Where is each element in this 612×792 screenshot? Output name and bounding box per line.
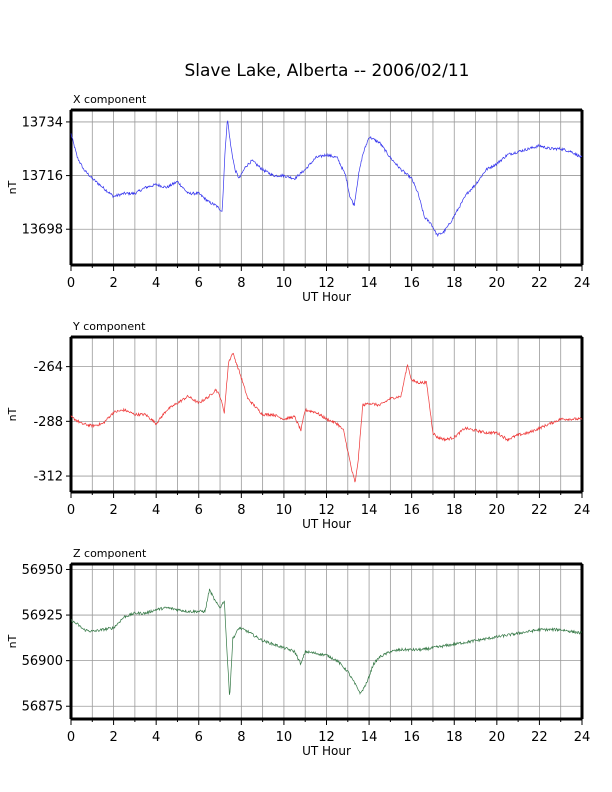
z-component-x-tick-label: 16	[403, 730, 420, 745]
y-component-title: Y component	[72, 320, 146, 333]
y-component-x-tick-label: 20	[489, 503, 506, 518]
z-component-y-axis-label: nT	[6, 634, 19, 648]
z-component-x-tick-label: 20	[489, 730, 506, 745]
z-component-x-tick-label: 18	[446, 730, 463, 745]
y-component-x-tick-label: 4	[152, 503, 160, 518]
x-component-x-tick-label: 4	[152, 276, 160, 291]
y-component-x-tick-label: 14	[361, 503, 378, 518]
z-component-x-tick-label: 4	[152, 730, 160, 745]
y-component-x-tick-label: 10	[276, 503, 293, 518]
z-component-x-tick-label: 8	[237, 730, 245, 745]
y-component-x-tick-label: 12	[318, 503, 335, 518]
x-component-x-tick-label: 22	[531, 276, 548, 291]
z-component-x-tick-label: 0	[67, 730, 75, 745]
y-component-x-tick-label: 16	[403, 503, 420, 518]
x-component-x-tick-label: 2	[109, 276, 117, 291]
z-component-x-tick-label: 6	[195, 730, 203, 745]
x-component-x-tick-label: 10	[276, 276, 293, 291]
y-component-y-tick-label: -312	[33, 470, 63, 485]
x-component-x-tick-label: 14	[361, 276, 378, 291]
z-component-x-tick-label: 24	[574, 730, 591, 745]
x-component-y-tick-label: 13716	[22, 169, 63, 184]
x-component-x-tick-label: 0	[67, 276, 75, 291]
z-component-title: Z component	[73, 547, 147, 560]
x-component-title: X component	[73, 93, 147, 106]
y-component-x-tick-label: 0	[67, 503, 75, 518]
x-component-x-tick-label: 12	[318, 276, 335, 291]
z-component-x-tick-label: 10	[276, 730, 293, 745]
y-component-series-line	[70, 352, 583, 483]
z-component-x-tick-label: 22	[531, 730, 548, 745]
x-component-y-tick-label: 13734	[22, 115, 63, 130]
x-component-x-tick-label: 18	[446, 276, 463, 291]
x-component-x-axis-label: UT Hour	[302, 290, 351, 304]
z-component-y-tick-label: 56900	[22, 654, 63, 669]
x-component-x-tick-label: 20	[489, 276, 506, 291]
z-component-y-tick-label: 56925	[22, 609, 63, 624]
z-component-x-axis-label: UT Hour	[302, 744, 351, 758]
y-component-x-tick-label: 22	[531, 503, 548, 518]
x-component-x-tick-label: 8	[237, 276, 245, 291]
z-component-x-tick-label: 2	[109, 730, 117, 745]
y-component-x-tick-label: 18	[446, 503, 463, 518]
z-component-x-tick-label: 12	[318, 730, 335, 745]
y-component-y-tick-label: -264	[33, 360, 63, 375]
z-component-series-line	[70, 588, 583, 695]
x-component-series-line	[70, 120, 583, 238]
y-component-y-axis-label: nT	[6, 407, 19, 421]
x-component-y-axis-label: nT	[6, 180, 19, 194]
y-component-x-tick-label: 2	[109, 503, 117, 518]
figure-title: Slave Lake, Alberta -- 2006/02/11	[185, 61, 470, 81]
x-component-y-tick-label: 13698	[22, 223, 63, 238]
x-component-x-tick-label: 6	[195, 276, 203, 291]
z-component-x-tick-label: 14	[361, 730, 378, 745]
y-component-x-tick-label: 8	[237, 503, 245, 518]
z-component-y-tick-label: 56950	[22, 563, 63, 578]
y-component-x-tick-label: 24	[574, 503, 591, 518]
z-component-y-tick-label: 56875	[22, 700, 63, 715]
y-component-x-axis-label: UT Hour	[302, 517, 351, 531]
x-component-x-tick-label: 24	[574, 276, 591, 291]
x-component-x-tick-label: 16	[403, 276, 420, 291]
y-component-y-tick-label: -288	[33, 415, 63, 430]
y-component-x-tick-label: 6	[195, 503, 203, 518]
